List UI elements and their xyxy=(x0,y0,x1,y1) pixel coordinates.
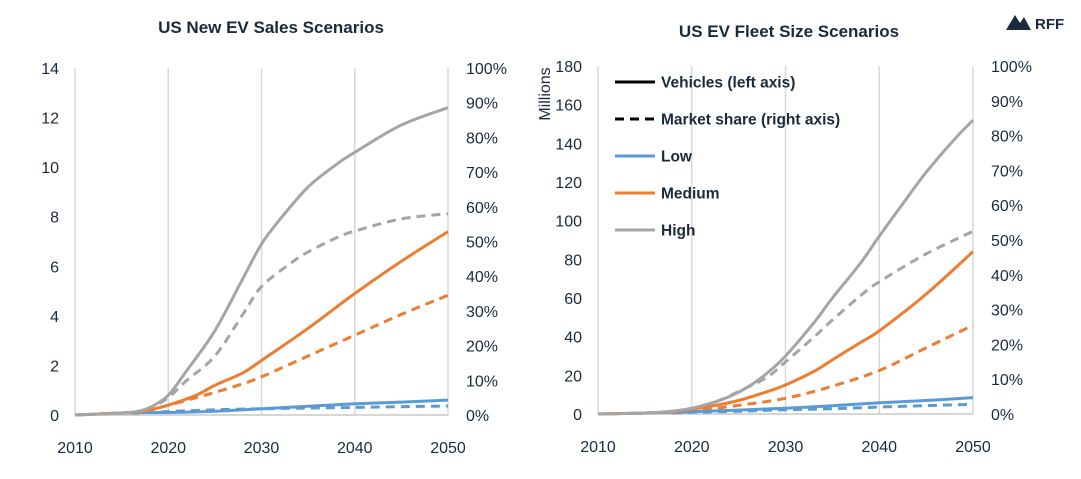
right-y-tick-label: 30% xyxy=(991,303,1023,320)
sales-chart-tick-labels: 2010 2020 2030 2040 2050 0 2 4 6 8 10 12 14 0% 10% 20% 3… xyxy=(41,61,507,457)
right-y-tick-label: 10% xyxy=(991,372,1023,389)
right-y-tick-label: 100% xyxy=(466,61,507,78)
sales-chart-title: US New EV Sales Scenarios xyxy=(158,18,384,37)
right-y-tick-label: 50% xyxy=(466,235,498,252)
fleet-chart-legend: Vehicles (left axis) Market share (right … xyxy=(615,75,840,240)
left-y-tick-label: 0 xyxy=(50,408,59,425)
rff-logo: RFF xyxy=(1006,15,1064,33)
left-y-tick-label: 2 xyxy=(50,358,59,375)
high-vehicles-line xyxy=(74,106,449,417)
medium-market-share-line xyxy=(130,293,449,415)
logo-text: RFF xyxy=(1035,16,1064,33)
right-y-tick-label: 80% xyxy=(991,129,1023,146)
left-y-tick-label: 60 xyxy=(564,291,582,308)
legend-label-low: Low xyxy=(661,149,693,166)
legend-label-medium: Medium xyxy=(661,186,720,203)
x-tick-label: 2010 xyxy=(57,440,93,457)
right-y-tick-label: 20% xyxy=(466,339,498,356)
left-y-tick-label: 20 xyxy=(564,368,582,385)
rff-mountain-icon xyxy=(1006,15,1031,30)
right-y-tick-label: 10% xyxy=(466,373,498,390)
fleet-chart: US EV Fleet Size Scenarios Millions 2010… xyxy=(537,22,1032,456)
legend-label-share: Market share (right axis) xyxy=(661,112,840,129)
x-tick-label: 2040 xyxy=(337,440,373,457)
left-y-tick-label: 40 xyxy=(564,330,582,347)
high-market-share-line xyxy=(672,229,974,415)
fleet-chart-series xyxy=(597,119,975,416)
x-tick-label: 2020 xyxy=(674,439,710,456)
right-y-tick-label: 0% xyxy=(466,408,489,425)
left-y-tick-label: 120 xyxy=(555,175,582,192)
left-y-tick-label: 180 xyxy=(555,59,582,76)
right-y-tick-label: 60% xyxy=(466,200,498,217)
high-vehicles-line xyxy=(597,119,975,416)
fleet-chart-y-axis-label: Millions xyxy=(537,67,554,120)
left-y-tick-label: 10 xyxy=(41,160,59,177)
x-tick-label: 2020 xyxy=(150,440,186,457)
right-y-tick-label: 20% xyxy=(991,337,1023,354)
right-y-tick-label: 90% xyxy=(466,96,498,113)
right-y-tick-label: 70% xyxy=(466,165,498,182)
right-y-tick-label: 40% xyxy=(466,269,498,286)
x-tick-label: 2050 xyxy=(955,439,991,456)
left-y-tick-label: 0 xyxy=(573,407,582,424)
right-y-tick-label: 30% xyxy=(466,304,498,321)
right-y-tick-label: 40% xyxy=(991,268,1023,285)
left-y-tick-label: 14 xyxy=(41,61,59,78)
left-y-tick-label: 6 xyxy=(50,259,59,276)
fleet-chart-tick-labels: 2010 2020 2030 2040 205002040608010012014016… xyxy=(555,59,1032,456)
legend-label-vehicles: Vehicles (left axis) xyxy=(661,75,795,92)
sales-chart: US New EV Sales Scenarios 2010 2020 2030 20… xyxy=(41,18,507,457)
left-y-tick-label: 100 xyxy=(555,214,582,231)
x-tick-label: 2050 xyxy=(430,440,466,457)
right-y-tick-label: 70% xyxy=(991,163,1023,180)
sales-chart-series xyxy=(74,106,449,417)
left-y-tick-label: 4 xyxy=(50,309,59,326)
sales-chart-axes xyxy=(74,68,449,416)
right-y-tick-label: 90% xyxy=(991,94,1023,111)
x-tick-label: 2030 xyxy=(768,439,804,456)
right-y-tick-label: 50% xyxy=(991,233,1023,250)
left-y-tick-label: 140 xyxy=(555,136,582,153)
x-tick-label: 2040 xyxy=(861,439,897,456)
left-y-tick-label: 80 xyxy=(564,252,582,269)
fleet-chart-title: US EV Fleet Size Scenarios xyxy=(679,22,899,41)
x-tick-label: 2010 xyxy=(580,439,616,456)
x-tick-label: 2030 xyxy=(244,440,280,457)
right-y-tick-label: 0% xyxy=(991,407,1014,424)
right-y-tick-label: 80% xyxy=(466,130,498,147)
legend-label-high: High xyxy=(661,223,695,240)
left-y-tick-label: 8 xyxy=(50,210,59,227)
right-y-tick-label: 60% xyxy=(991,198,1023,215)
left-y-tick-label: 12 xyxy=(41,111,59,128)
high-market-share-line xyxy=(130,212,449,415)
left-y-tick-label: 160 xyxy=(555,98,582,115)
right-y-tick-label: 100% xyxy=(991,59,1032,76)
